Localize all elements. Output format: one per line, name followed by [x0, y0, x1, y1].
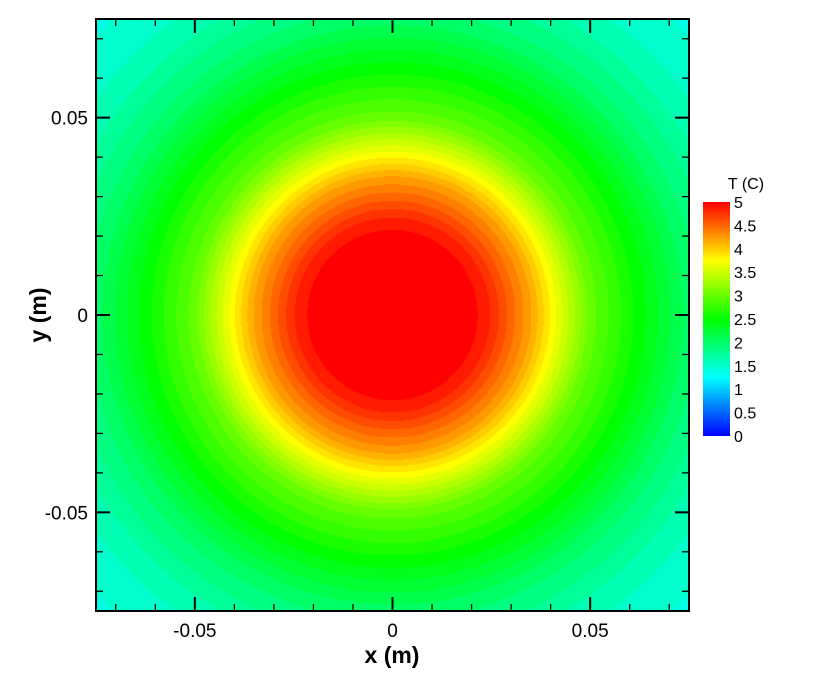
- y-axis-title: y (m): [25, 288, 51, 343]
- colorbar-tick-label: 3: [734, 289, 743, 306]
- colorbar-tick-label: 0: [734, 429, 743, 446]
- colorbar-tick-label: 4: [734, 242, 743, 259]
- y-axis-ticks: 0.05 0 -0.05: [45, 38, 689, 592]
- colorbar-tick-label: 1: [734, 382, 743, 399]
- colorbar-tick-label: 2: [734, 335, 743, 352]
- x-tick-label: -0.05: [173, 621, 216, 642]
- colorbar: T (C) 5 4.5 4 3.5 3 2.5 2 1.5 1 0.5 0: [703, 176, 764, 446]
- y-tick-label: 0.05: [51, 109, 88, 130]
- x-axis-title: x (m): [365, 642, 420, 668]
- colorbar-tick-label: 4.5: [734, 218, 756, 235]
- colorbar-tick-label: 0.5: [734, 406, 756, 423]
- x-axis-ticks: -0.05 0 0.05: [115, 19, 670, 642]
- colorbar-tick-label: 1.5: [734, 359, 756, 376]
- colorbar-tick-label: 2.5: [734, 312, 756, 329]
- colorbar-title: T (C): [728, 176, 764, 193]
- colorbar-labels: 5 4.5 4 3.5 3 2.5 2 1.5 1 0.5 0: [734, 195, 756, 446]
- x-tick-label: 0.05: [572, 621, 609, 642]
- colorbar-gradient: [703, 202, 730, 436]
- temperature-contour-field: [96, 19, 689, 611]
- colorbar-tick-label: 5: [734, 195, 743, 212]
- x-tick-label: 0: [387, 621, 398, 642]
- y-tick-label: -0.05: [45, 503, 88, 524]
- colorbar-tick-label: 3.5: [734, 265, 756, 282]
- y-tick-label: 0: [77, 306, 88, 327]
